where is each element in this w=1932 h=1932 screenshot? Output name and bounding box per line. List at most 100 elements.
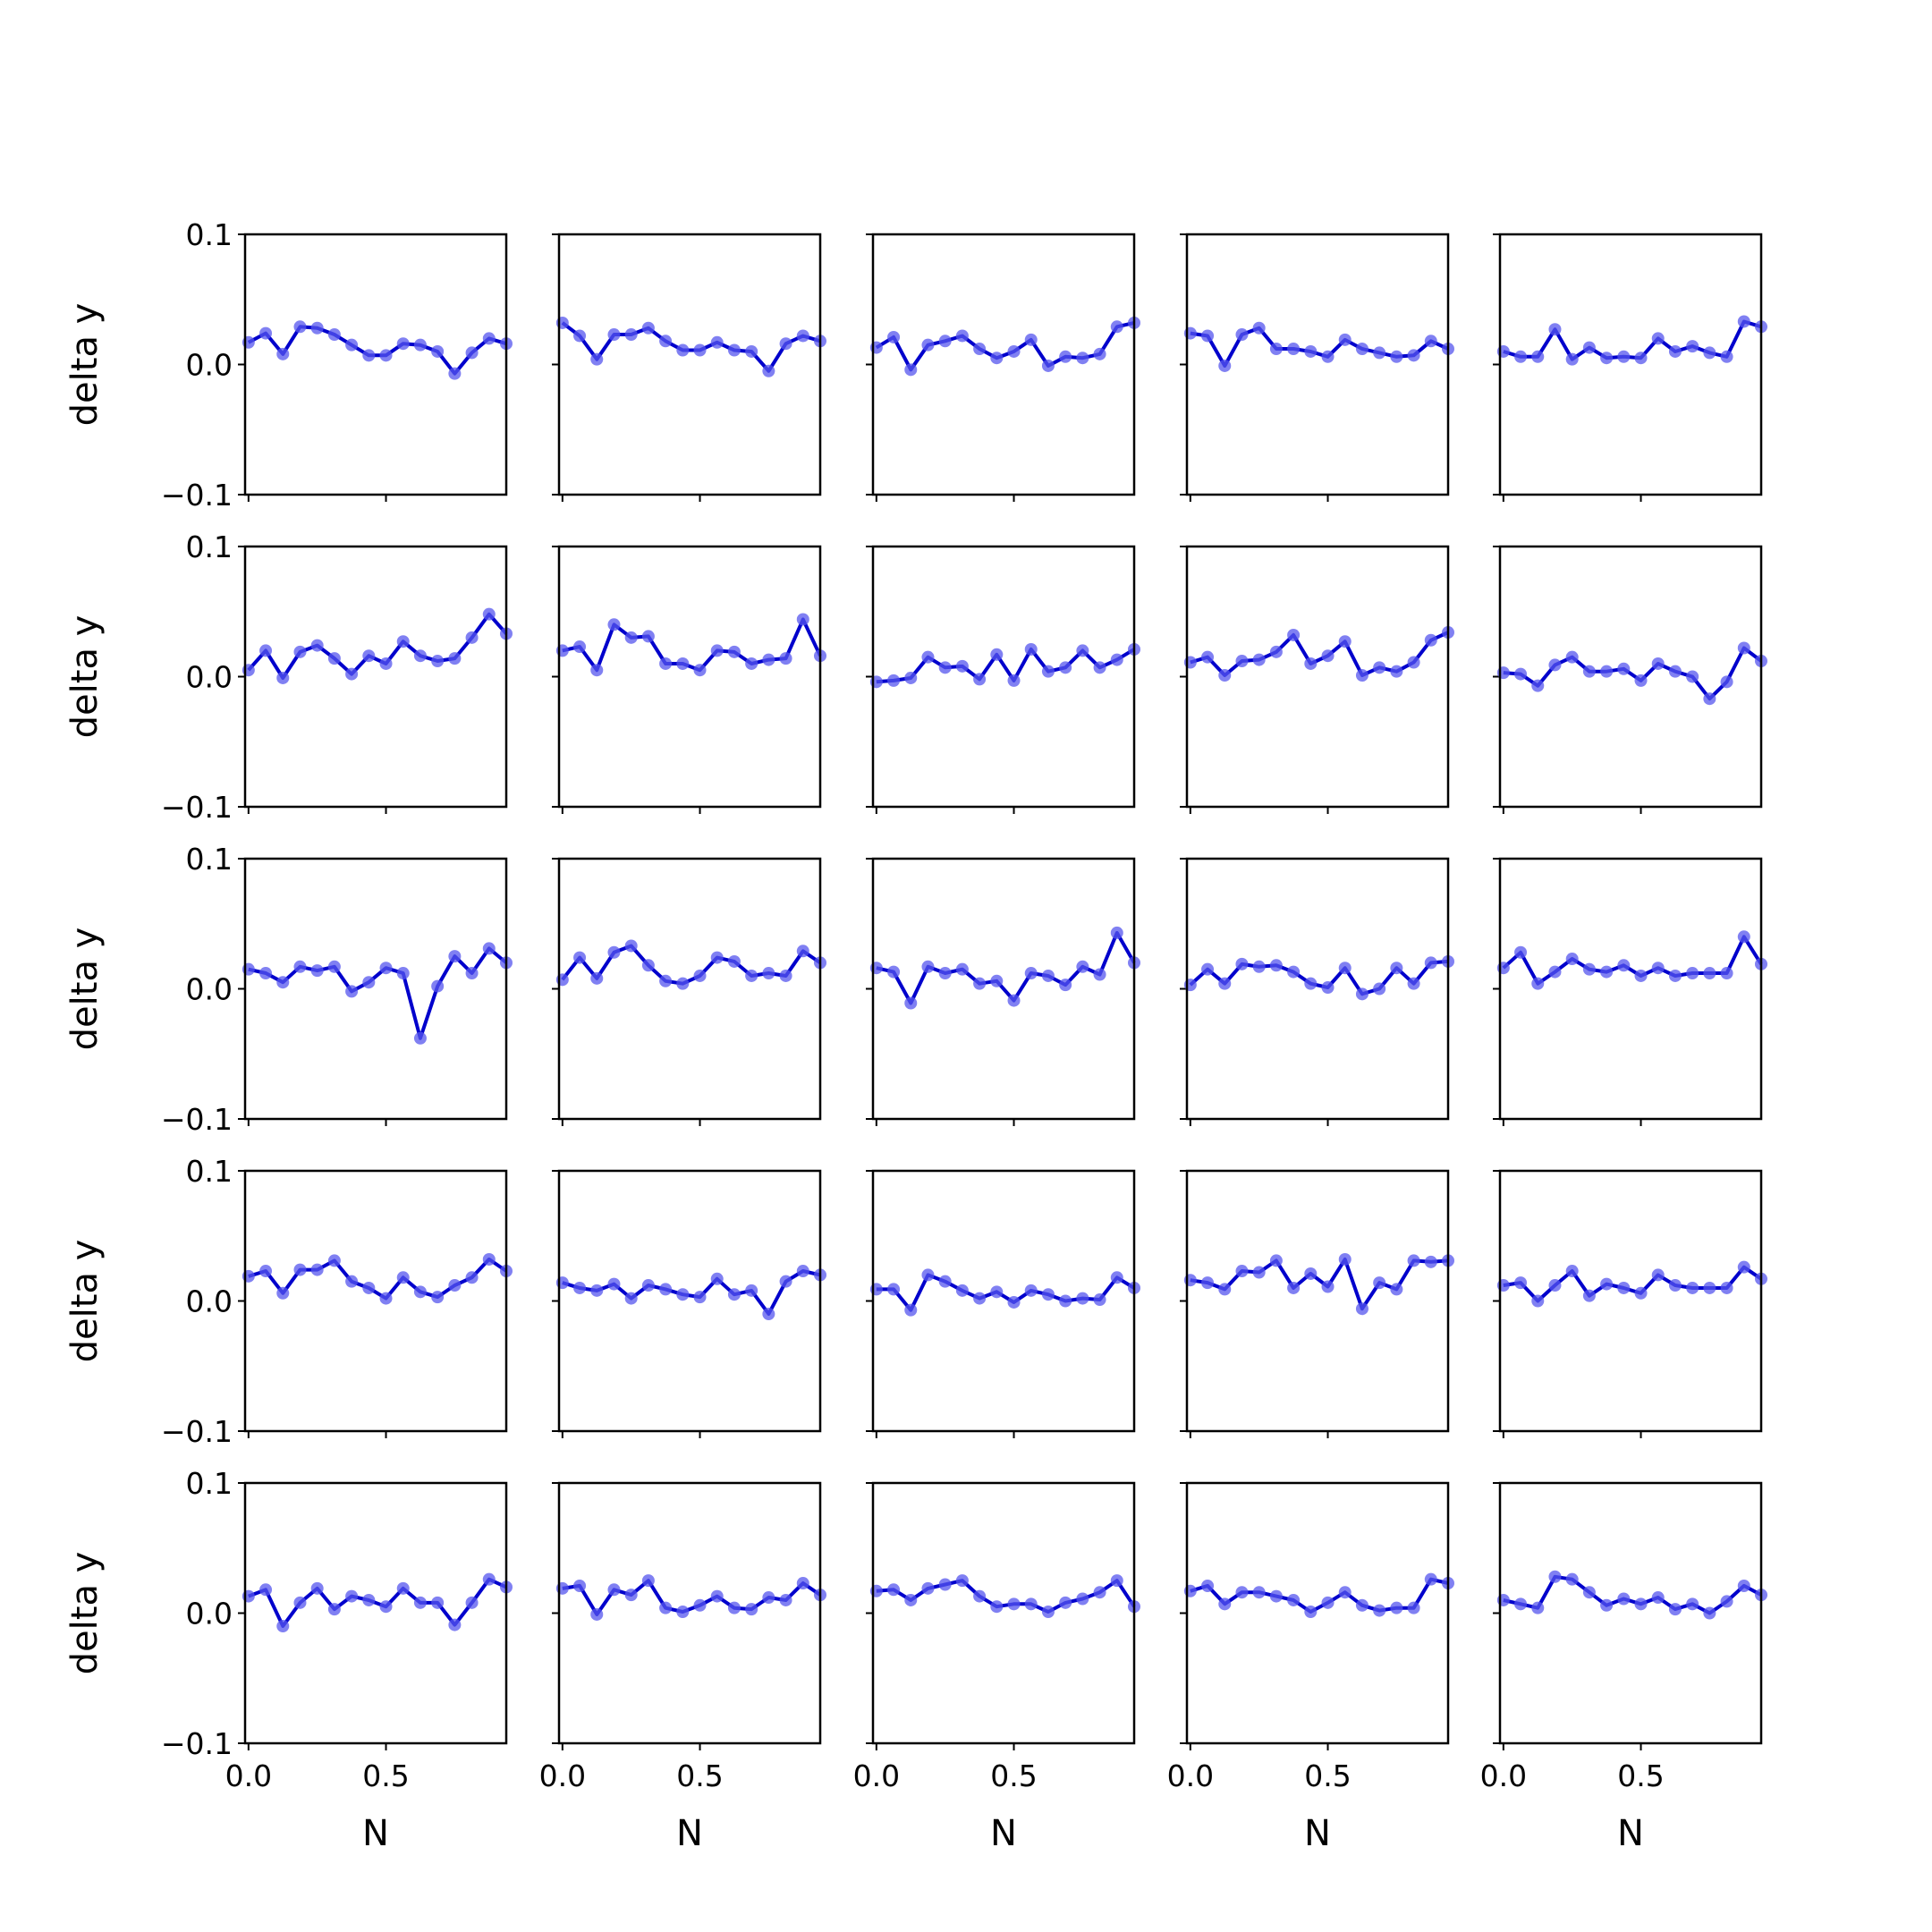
y-tick-label: 0.1 bbox=[186, 217, 233, 252]
data-point bbox=[413, 649, 427, 663]
y-tick-label: 0.1 bbox=[186, 1466, 233, 1501]
data-point bbox=[1407, 1601, 1420, 1614]
data-point bbox=[1007, 1295, 1021, 1309]
axes-frame bbox=[243, 545, 508, 809]
data-point bbox=[745, 344, 758, 358]
data-point bbox=[938, 335, 952, 348]
data-point bbox=[1252, 1266, 1266, 1279]
axes-frame bbox=[243, 233, 508, 496]
data-point bbox=[1373, 661, 1386, 674]
axes-frame bbox=[1185, 1481, 1450, 1745]
data-point bbox=[1110, 653, 1123, 666]
data-point bbox=[362, 349, 376, 362]
subplot-r1-c4 bbox=[1493, 545, 1767, 814]
subplot-r0-c3 bbox=[1180, 233, 1454, 502]
data-point bbox=[1007, 1597, 1021, 1611]
data-point bbox=[1218, 669, 1232, 682]
data-point bbox=[431, 1291, 445, 1304]
data-point bbox=[573, 640, 587, 654]
data-point bbox=[1304, 1606, 1318, 1619]
data-point bbox=[310, 1263, 324, 1276]
data-point bbox=[1218, 1597, 1232, 1611]
data-point bbox=[327, 328, 341, 342]
data-point bbox=[276, 671, 290, 684]
data-point bbox=[676, 1606, 690, 1619]
data-point bbox=[1548, 658, 1562, 672]
data-point bbox=[710, 1272, 724, 1285]
data-point bbox=[1076, 352, 1089, 365]
data-point bbox=[955, 962, 969, 976]
data-point bbox=[431, 655, 445, 668]
data-point bbox=[1424, 633, 1437, 647]
axes-frame bbox=[871, 857, 1136, 1121]
data-point bbox=[482, 1572, 496, 1586]
data-point bbox=[1565, 650, 1579, 664]
data-point bbox=[1686, 1281, 1699, 1294]
series-line bbox=[1503, 1265, 1763, 1303]
data-point bbox=[1737, 1260, 1750, 1274]
data-point bbox=[310, 639, 324, 652]
series-line bbox=[876, 1579, 1136, 1614]
data-point bbox=[396, 337, 410, 351]
data-point bbox=[1634, 674, 1648, 687]
data-point bbox=[362, 649, 376, 663]
data-point bbox=[1235, 655, 1249, 668]
data-point bbox=[1355, 669, 1368, 682]
y-tick-label: 0.0 bbox=[186, 1284, 233, 1319]
data-point bbox=[1059, 979, 1072, 992]
data-point bbox=[1390, 962, 1403, 975]
y-tick-label: 0.0 bbox=[186, 1597, 233, 1631]
y-tick-label: 0.0 bbox=[186, 660, 233, 695]
data-point bbox=[448, 1618, 462, 1631]
data-point bbox=[1407, 1254, 1420, 1267]
data-point bbox=[1093, 661, 1106, 674]
data-point bbox=[887, 1283, 901, 1296]
data-point bbox=[448, 1279, 462, 1292]
subplot-r2-c4 bbox=[1493, 857, 1767, 1126]
data-point bbox=[904, 363, 918, 377]
data-point bbox=[1041, 1288, 1055, 1301]
data-point bbox=[624, 1589, 638, 1602]
data-point bbox=[693, 1598, 707, 1612]
data-point bbox=[396, 1581, 410, 1595]
series-line bbox=[1190, 631, 1449, 677]
data-point bbox=[1218, 977, 1232, 990]
y-tick-label: 0.1 bbox=[186, 1154, 233, 1189]
data-point bbox=[1390, 1283, 1403, 1296]
data-point bbox=[448, 950, 462, 963]
data-point bbox=[641, 1574, 655, 1588]
data-point bbox=[727, 1288, 741, 1301]
data-point bbox=[1668, 969, 1682, 982]
data-point bbox=[973, 1292, 987, 1305]
data-point bbox=[710, 335, 724, 349]
data-point bbox=[727, 954, 741, 968]
x-axis-title: N bbox=[1304, 1813, 1331, 1854]
data-point bbox=[396, 1271, 410, 1284]
axes-frame bbox=[557, 233, 822, 496]
data-point bbox=[1201, 1579, 1215, 1592]
data-point bbox=[624, 1292, 638, 1305]
data-point bbox=[1407, 656, 1420, 669]
data-point bbox=[676, 657, 690, 670]
data-point bbox=[1304, 1267, 1318, 1280]
data-point bbox=[1600, 665, 1614, 678]
subplot-r1-c0: 0.1 0.0 −0.1 delta y bbox=[64, 530, 513, 825]
data-point bbox=[1737, 315, 1750, 328]
data-point bbox=[1287, 343, 1301, 356]
data-point bbox=[276, 1620, 290, 1633]
data-point bbox=[1600, 965, 1614, 979]
subplot-r4-c2: 0.0 0.5 N bbox=[853, 1481, 1140, 1854]
subplot-r2-c2 bbox=[866, 857, 1140, 1126]
data-point bbox=[1600, 1277, 1614, 1291]
data-point bbox=[921, 1581, 935, 1595]
data-point bbox=[693, 969, 707, 982]
data-point bbox=[1514, 350, 1528, 363]
y-tick-label: −0.1 bbox=[161, 1726, 233, 1761]
data-point bbox=[1634, 352, 1648, 365]
data-point bbox=[1269, 1589, 1283, 1603]
data-point bbox=[659, 1601, 673, 1614]
data-point bbox=[1041, 665, 1055, 678]
data-point bbox=[1582, 665, 1596, 678]
data-point bbox=[779, 969, 792, 982]
